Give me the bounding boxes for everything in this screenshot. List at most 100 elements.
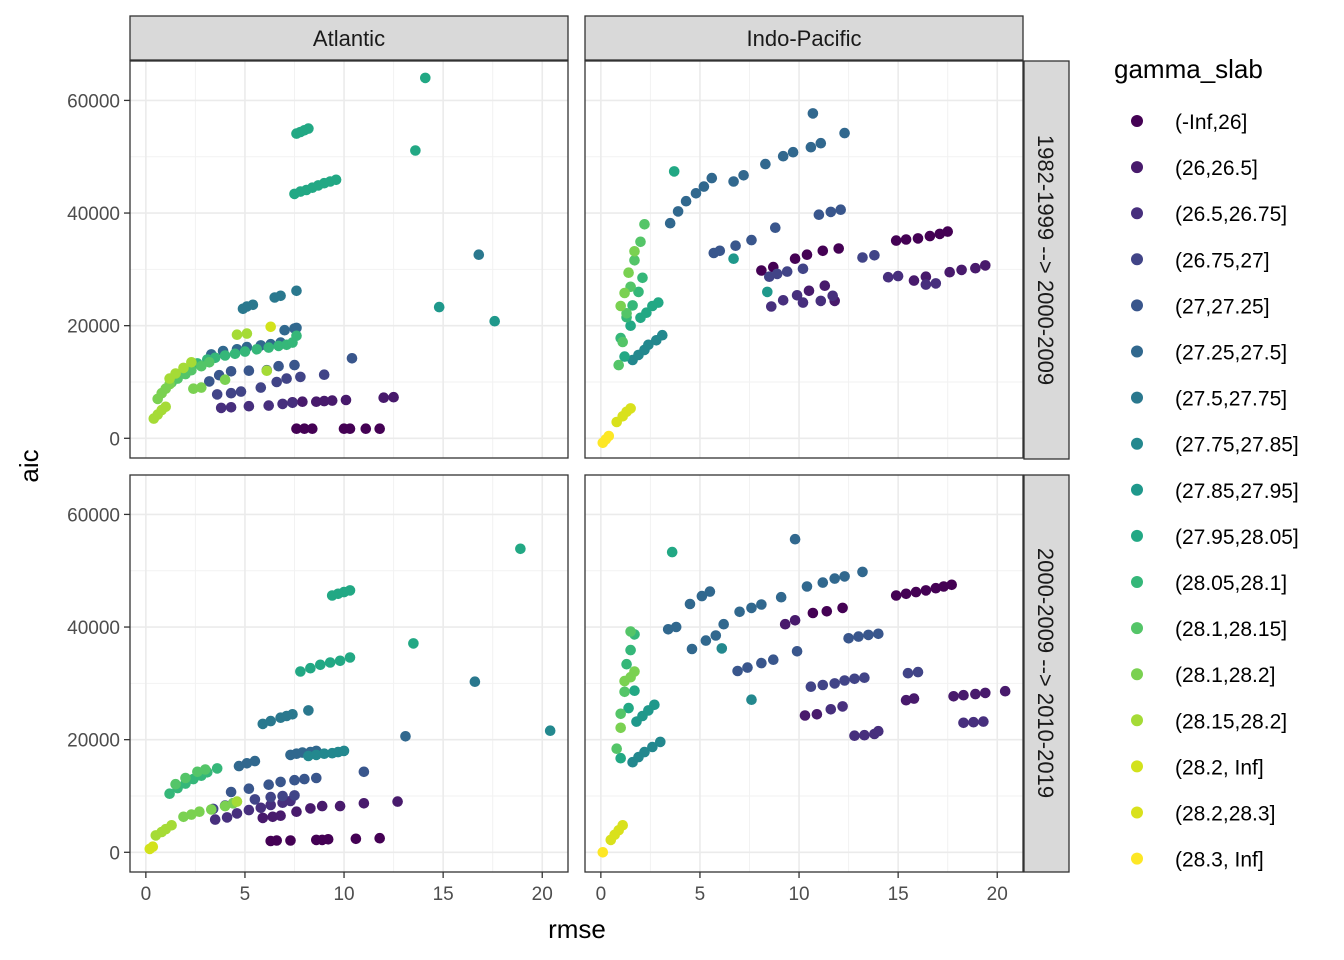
data-point <box>515 543 526 555</box>
data-point <box>334 655 346 667</box>
data-point <box>287 397 298 409</box>
data-point <box>597 847 609 858</box>
data-point <box>789 615 801 626</box>
data-point <box>956 264 967 276</box>
data-point <box>275 810 286 821</box>
data-point <box>378 392 390 404</box>
data-point <box>920 271 932 283</box>
data-point <box>999 685 1011 697</box>
data-point <box>297 396 308 408</box>
legend-label: (27.75,27.85] <box>1175 434 1299 457</box>
data-point <box>664 217 676 229</box>
data-point <box>295 666 306 677</box>
data-point <box>295 371 306 383</box>
data-point <box>849 730 860 741</box>
data-point <box>211 389 223 400</box>
panel-1 <box>584 60 1024 459</box>
data-point <box>821 606 833 617</box>
data-point <box>746 234 757 246</box>
panel-3: 0 5 10 15 20 <box>584 474 1024 905</box>
data-point <box>305 662 316 674</box>
data-point <box>621 658 632 670</box>
data-point <box>978 716 989 727</box>
data-point <box>791 646 803 657</box>
x-tick-label: 0 <box>141 884 152 905</box>
panel-0: 0 20000 40000 60000 <box>67 60 569 459</box>
data-point <box>188 383 199 395</box>
legend-key <box>1131 714 1143 727</box>
data-point <box>843 633 854 644</box>
data-point <box>942 226 953 237</box>
data-point <box>873 628 884 640</box>
x-tick-label: 10 <box>788 884 809 905</box>
y-tick-label: 20000 <box>67 317 120 338</box>
data-point <box>615 708 626 720</box>
data-point <box>666 546 678 558</box>
strip-row-1 <box>1023 60 1070 460</box>
data-point <box>639 746 650 758</box>
x-tick-label: 5 <box>240 884 251 905</box>
data-point <box>920 585 932 596</box>
data-point <box>358 798 370 809</box>
data-point <box>469 676 481 687</box>
data-point <box>196 360 207 372</box>
data-point <box>958 717 969 729</box>
data-point <box>746 694 757 705</box>
data-point <box>756 599 767 610</box>
legend-label: (26.75,27] <box>1175 249 1270 272</box>
data-point <box>544 725 556 736</box>
data-point <box>629 254 640 266</box>
data-point <box>219 374 231 386</box>
data-point <box>279 324 290 336</box>
y-tick-label: 0 <box>109 843 120 864</box>
data-point <box>948 691 959 702</box>
data-point <box>249 794 261 805</box>
data-point <box>287 709 298 720</box>
data-point <box>263 400 275 411</box>
data-point <box>653 297 664 308</box>
strip-row-2 <box>1023 474 1070 873</box>
data-point <box>263 342 275 353</box>
panel-border <box>129 60 569 459</box>
data-point <box>853 631 864 642</box>
data-point <box>322 834 334 845</box>
data-point <box>924 230 936 242</box>
data-point <box>639 219 650 230</box>
data-point <box>762 286 773 298</box>
data-point <box>662 624 674 635</box>
legend-key <box>1131 622 1143 635</box>
y-tick-label: 60000 <box>67 505 120 526</box>
data-point <box>219 800 231 812</box>
data-point <box>285 835 296 846</box>
data-point <box>160 401 171 413</box>
data-point <box>229 348 241 360</box>
data-point <box>627 300 638 311</box>
data-point <box>408 638 419 649</box>
data-point <box>186 809 197 820</box>
data-point <box>698 181 710 192</box>
data-point <box>204 357 215 368</box>
legend-key <box>1131 483 1143 496</box>
data-point <box>716 643 728 654</box>
data-point <box>311 396 322 408</box>
x-tick-label: 0 <box>596 884 607 905</box>
data-point <box>839 675 850 686</box>
data-point <box>829 678 840 689</box>
data-point <box>623 702 634 714</box>
data-point <box>209 814 221 825</box>
data-point <box>817 245 829 257</box>
legend-label: (27.5,27.75] <box>1175 388 1287 411</box>
data-point <box>241 758 253 769</box>
data-point <box>892 270 904 282</box>
data-point <box>805 681 817 692</box>
legend-label: (28.3, Inf] <box>1175 849 1264 872</box>
data-point <box>311 772 322 784</box>
x-tick-label: 20 <box>987 884 1008 905</box>
data-point <box>318 369 330 381</box>
data-point <box>930 278 942 289</box>
data-point <box>835 204 846 215</box>
data-point <box>261 365 273 377</box>
data-point <box>815 295 827 307</box>
data-point <box>225 402 237 413</box>
